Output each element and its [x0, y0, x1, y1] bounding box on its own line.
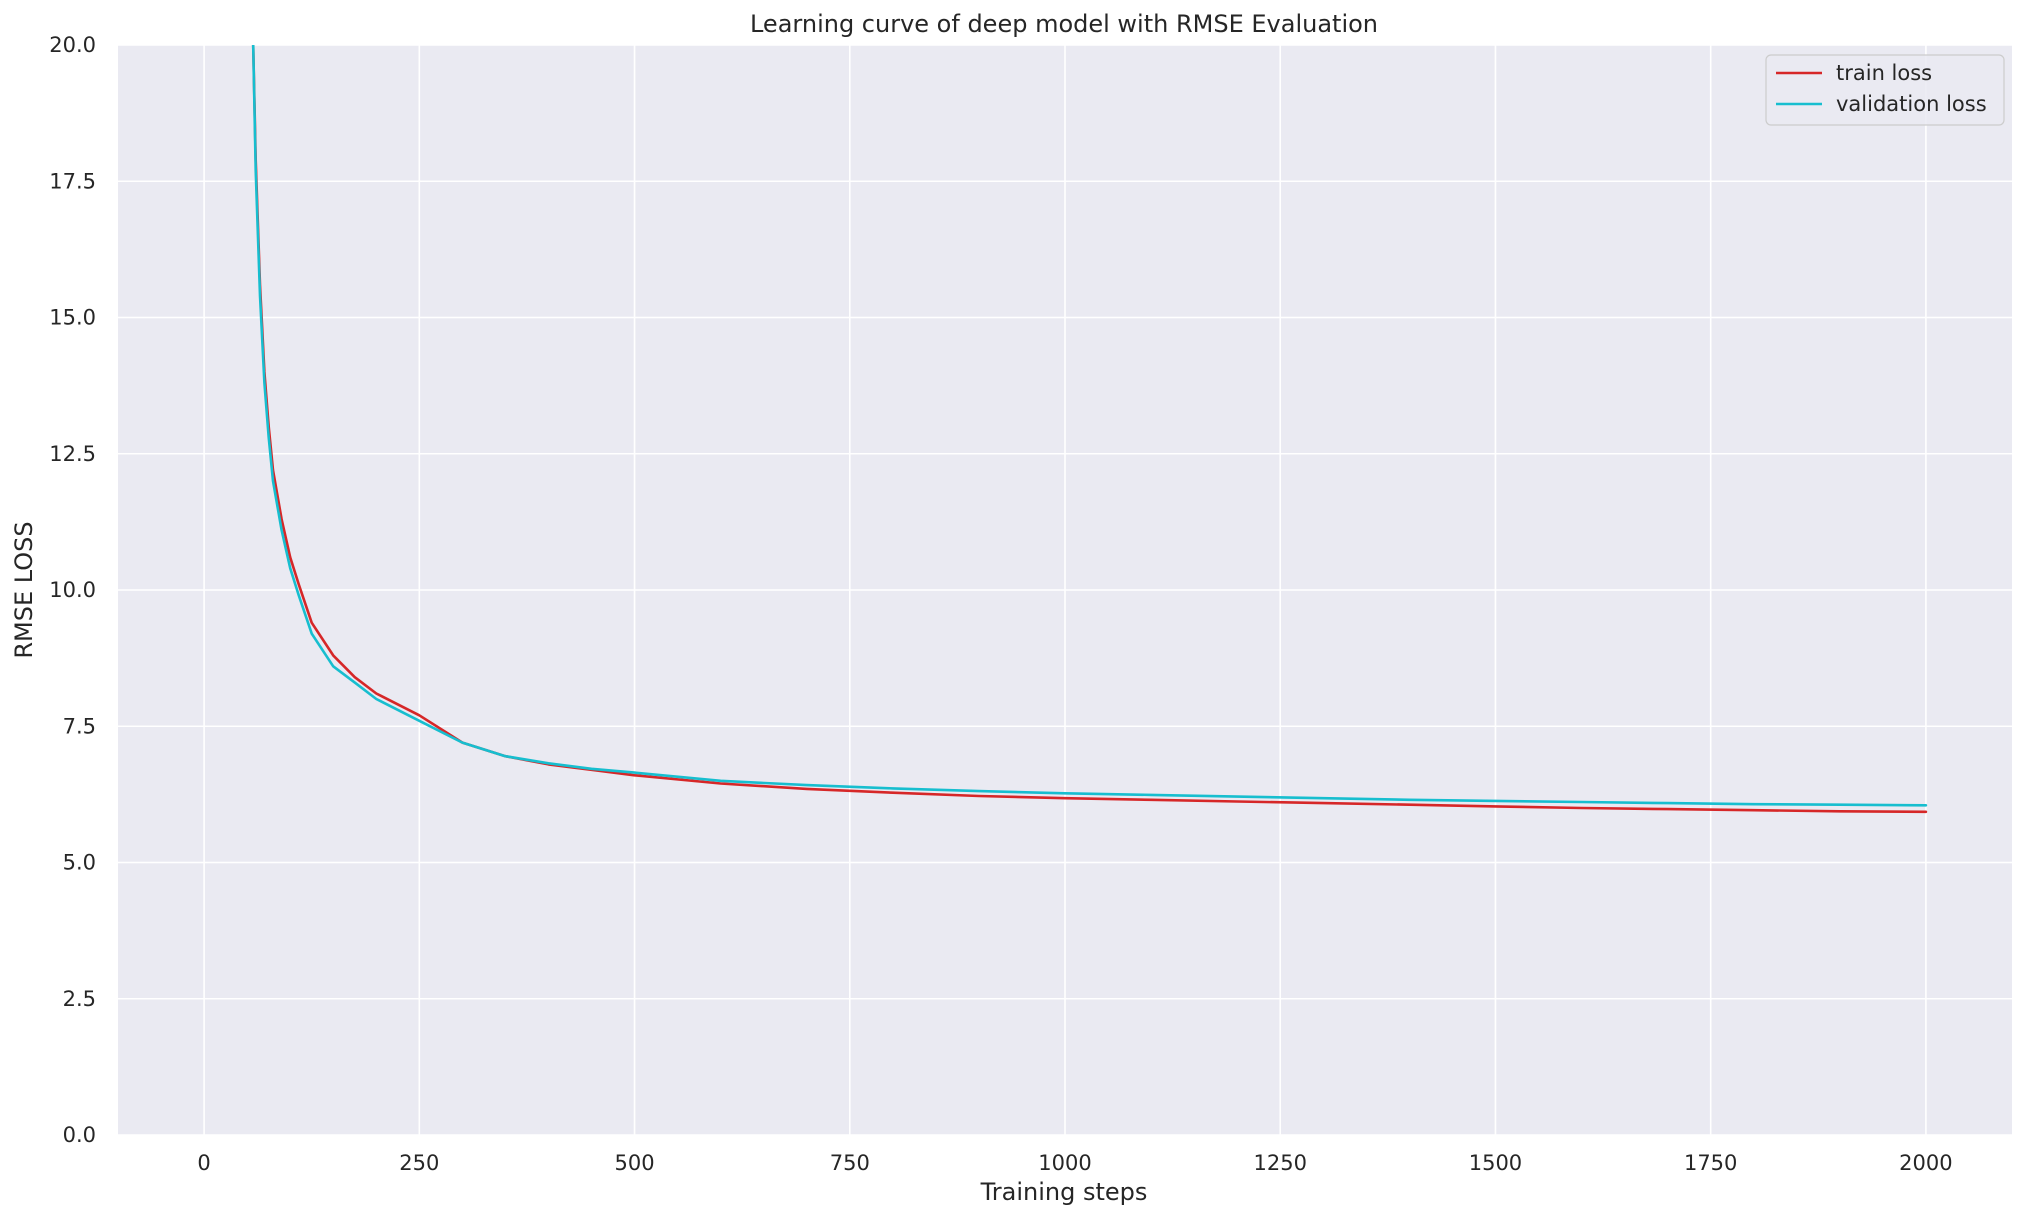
- y-tick-label: 15.0: [49, 306, 96, 330]
- x-axis-ticks: 0 250 500 750 1000 1250 1500 1750 2000: [197, 1151, 1952, 1175]
- x-tick-label: 1250: [1254, 1151, 1307, 1175]
- y-tick-label: 10.0: [49, 578, 96, 602]
- legend-label-train-loss: train loss: [1836, 61, 1932, 85]
- y-tick-label: 2.5: [63, 987, 96, 1011]
- y-axis-label: RMSE LOSS: [10, 521, 38, 658]
- x-tick-label: 1500: [1469, 1151, 1522, 1175]
- y-tick-label: 0.0: [63, 1123, 96, 1147]
- chart-title: Learning curve of deep model with RMSE E…: [750, 10, 1378, 38]
- x-tick-label: 750: [830, 1151, 870, 1175]
- y-tick-label: 12.5: [49, 442, 96, 466]
- y-tick-label: 5.0: [63, 851, 96, 875]
- x-tick-label: 500: [614, 1151, 654, 1175]
- legend-label-validation-loss: validation loss: [1836, 92, 1987, 116]
- legend: train loss validation loss: [1766, 55, 2004, 125]
- x-axis-label: Training steps: [980, 1178, 1148, 1206]
- x-tick-label: 250: [399, 1151, 439, 1175]
- y-tick-label: 7.5: [63, 714, 96, 738]
- x-tick-label: 2000: [1899, 1151, 1952, 1175]
- x-tick-label: 1000: [1038, 1151, 1091, 1175]
- y-tick-label: 20.0: [49, 33, 96, 57]
- x-tick-label: 1750: [1684, 1151, 1737, 1175]
- x-tick-label: 0: [197, 1151, 210, 1175]
- y-tick-label: 17.5: [49, 169, 96, 193]
- y-axis-ticks: 0.0 2.5 5.0 7.5 10.0 12.5 15.0 17.5 20.0: [49, 33, 96, 1147]
